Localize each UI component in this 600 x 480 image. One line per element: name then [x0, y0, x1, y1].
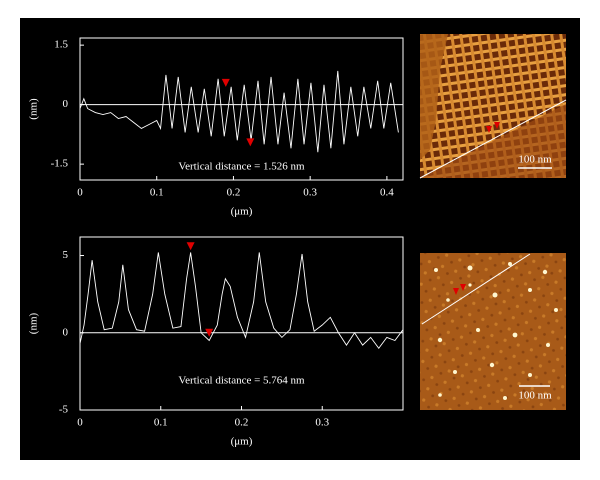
- y-tick-label: 5: [63, 249, 69, 261]
- x-tick-label: 0.4: [380, 187, 394, 199]
- y-tick-label: -5: [59, 404, 69, 416]
- y-tick-label: 0: [63, 98, 69, 110]
- x-tick-label: 0: [77, 417, 83, 429]
- annotation: Vertical distance = 5.764 nm: [178, 375, 305, 387]
- y-tick-label: 0: [63, 326, 69, 338]
- x-tick-label: 0.1: [154, 417, 168, 429]
- cursor-marker: [246, 138, 255, 147]
- x-tick-label: 0: [77, 187, 83, 199]
- cursor-marker: [186, 242, 195, 251]
- y-tick-label: 1.5: [54, 39, 68, 51]
- x-axis-label: (μm): [231, 206, 253, 218]
- x-axis-label: (μm): [231, 436, 253, 448]
- y-axis-label: (nm): [28, 312, 40, 334]
- profile-line: [79, 70, 399, 153]
- x-tick-label: 0.2: [235, 417, 249, 429]
- x-tick-label: 0.3: [303, 187, 317, 199]
- y-tick-label: -1.5: [51, 158, 69, 170]
- plot-frame: [79, 37, 404, 181]
- x-tick-label: 0.1: [150, 187, 164, 199]
- afm-image: [420, 253, 566, 410]
- scale-label: 100 nm: [518, 390, 552, 402]
- cursor-marker: [205, 328, 214, 337]
- x-tick-label: 0.3: [315, 417, 329, 429]
- scale-label: 100 nm: [518, 154, 552, 166]
- afm-image: [419, 34, 567, 179]
- annotation: Vertical distance = 1.526 nm: [178, 161, 305, 173]
- profile-line: [79, 252, 404, 349]
- x-tick-label: 0.2: [227, 187, 241, 199]
- cursor-marker: [221, 78, 230, 87]
- y-axis-label: (nm): [28, 98, 40, 120]
